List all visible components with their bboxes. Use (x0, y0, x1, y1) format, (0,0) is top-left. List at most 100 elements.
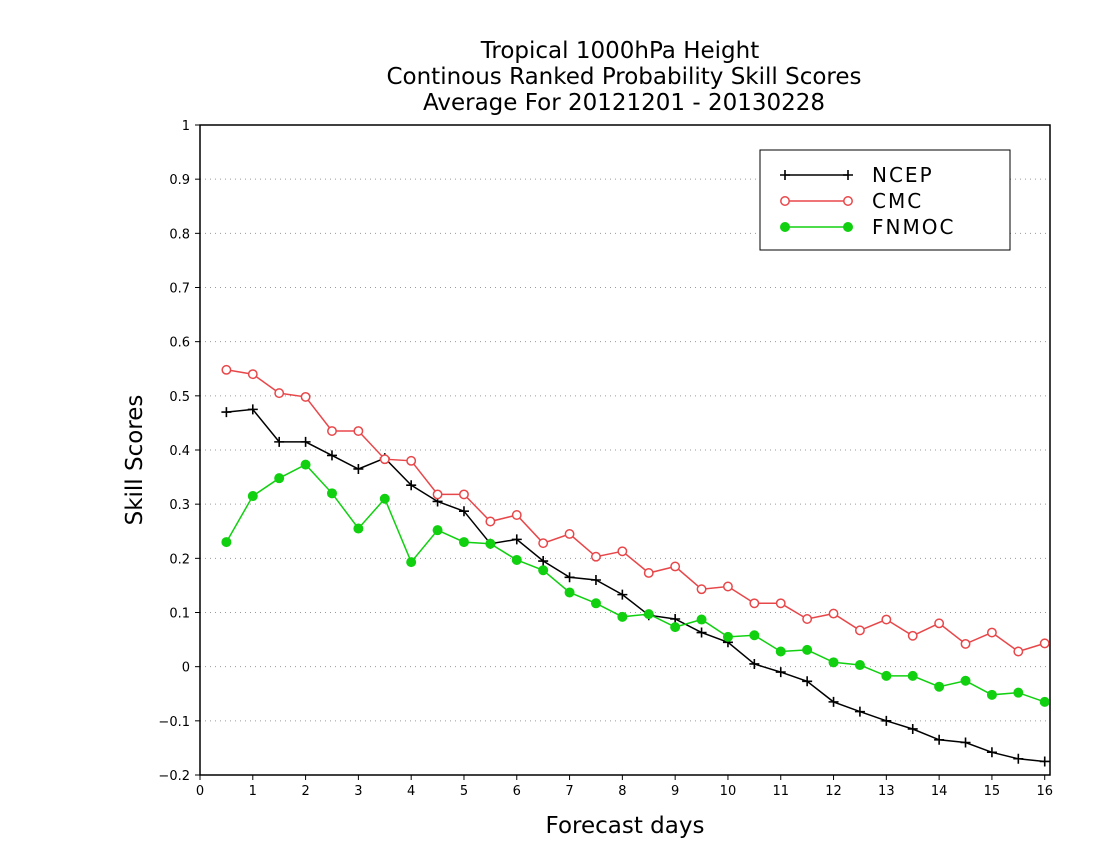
fnmoc-point (881, 670, 892, 681)
ncep-point (511, 534, 522, 545)
fnmoc-point (854, 660, 865, 671)
x-tick-label: 14 (931, 784, 948, 799)
ncep-point (617, 589, 628, 600)
fnmoc-point (458, 537, 469, 548)
y-tick-label: 0.4 (169, 444, 190, 459)
fnmoc-point (406, 557, 417, 568)
cmc-point (274, 388, 285, 399)
fnmoc-point (828, 657, 839, 668)
y-axis-title: Skill Scores (122, 395, 148, 526)
cmc-point (591, 551, 601, 562)
cmc-point (643, 568, 654, 578)
cmc-point (353, 426, 364, 436)
title-line-1: Tropical 1000hPa Height (480, 38, 760, 64)
cmc-point (828, 608, 839, 619)
fnmoc-point (670, 622, 681, 633)
legend-marker-ncep (780, 170, 790, 180)
fnmoc-point (274, 473, 285, 484)
grid-lines (200, 178, 1050, 722)
ncep-point (907, 723, 918, 734)
legend-entry-ncep: NCEP (780, 163, 932, 187)
fnmoc-point (986, 689, 997, 700)
ncep-point (353, 463, 364, 474)
ncep-point (749, 658, 760, 669)
cmc-point (485, 516, 496, 527)
fnmoc-point (1039, 696, 1050, 707)
cmc-point (327, 426, 337, 436)
x-tick-label: 9 (671, 784, 679, 799)
x-tick-label: 0 (196, 784, 204, 799)
y-tick-label: 0.7 (169, 282, 190, 297)
fnmoc-point (221, 537, 232, 548)
fnmoc-point (300, 459, 311, 470)
cmc-point (459, 489, 469, 500)
cmc-point (300, 391, 311, 402)
cmc-point (511, 510, 522, 520)
fnmoc-point (802, 644, 813, 655)
cmc-point (934, 618, 945, 629)
series-cmc (221, 364, 1050, 657)
fnmoc-point (432, 525, 443, 536)
fnmoc-point (485, 538, 496, 549)
ncep-point (221, 407, 232, 418)
cmc-line (226, 369, 1045, 653)
fnmoc-point (696, 614, 707, 625)
y-tick-label: −0.2 (158, 769, 190, 784)
cmc-point (617, 546, 628, 557)
cmc-point (775, 598, 786, 609)
fnmoc-point (722, 631, 733, 642)
fnmoc-point (590, 598, 601, 609)
ncep-point (986, 747, 997, 758)
ncep-point (881, 715, 892, 726)
fnmoc-point (907, 670, 918, 681)
legend-label-fnmoc: FNMOC (872, 215, 955, 239)
y-tick-label: 0.5 (169, 390, 190, 405)
fnmoc-point (749, 630, 760, 641)
ncep-point (564, 572, 575, 583)
cmc-point (221, 364, 232, 375)
title-line-2: Continous Ranked Probability Skill Score… (386, 64, 861, 90)
y-tick-label: 0.6 (169, 336, 190, 351)
legend-marker-ncep (843, 170, 853, 180)
legend-marker-cmc (843, 196, 853, 206)
legend-marker-fnmoc (843, 222, 853, 232)
y-axis: −0.2 −0.1 0 0.1 0.2 0.3 0.4 0.5 0.6 0.7 0.8 0.9 1 (158, 119, 200, 784)
y-tick-label: 0.9 (169, 173, 190, 188)
series-layer (221, 364, 1050, 767)
ncep-point (538, 556, 549, 567)
cmc-point (854, 625, 865, 636)
fnmoc-point (247, 491, 258, 502)
fnmoc-point (511, 554, 522, 565)
legend-marker-fnmoc (780, 222, 790, 232)
ncep-point (406, 480, 417, 491)
ncep-point (300, 436, 311, 447)
x-tick-label: 5 (460, 784, 468, 799)
ncep-point (854, 706, 865, 717)
ncep-point (775, 667, 786, 678)
fnmoc-point (960, 675, 971, 686)
cmc-point (432, 489, 443, 500)
y-tick-label: −0.1 (158, 715, 190, 730)
x-tick-label: 12 (825, 784, 842, 799)
ncep-point (247, 404, 258, 415)
x-tick-label: 7 (565, 784, 573, 799)
legend-entry-cmc: CMC (780, 189, 921, 213)
series-ncep (221, 404, 1050, 767)
ncep-point (590, 575, 601, 585)
ncep-point (458, 506, 469, 517)
x-tick-label: 4 (407, 784, 415, 799)
ncep-point (274, 436, 285, 447)
ncep-point (934, 734, 945, 745)
fnmoc-point (775, 646, 786, 657)
cmc-point (406, 455, 417, 466)
cmc-point (960, 638, 971, 649)
x-tick-label: 2 (301, 784, 309, 799)
ncep-point (696, 627, 707, 638)
y-tick-label: 0.2 (169, 552, 190, 567)
cmc-point (907, 630, 918, 641)
legend-marker-cmc (780, 196, 790, 206)
x-tick-label: 16 (1036, 784, 1053, 799)
legend-box (759, 149, 1011, 251)
